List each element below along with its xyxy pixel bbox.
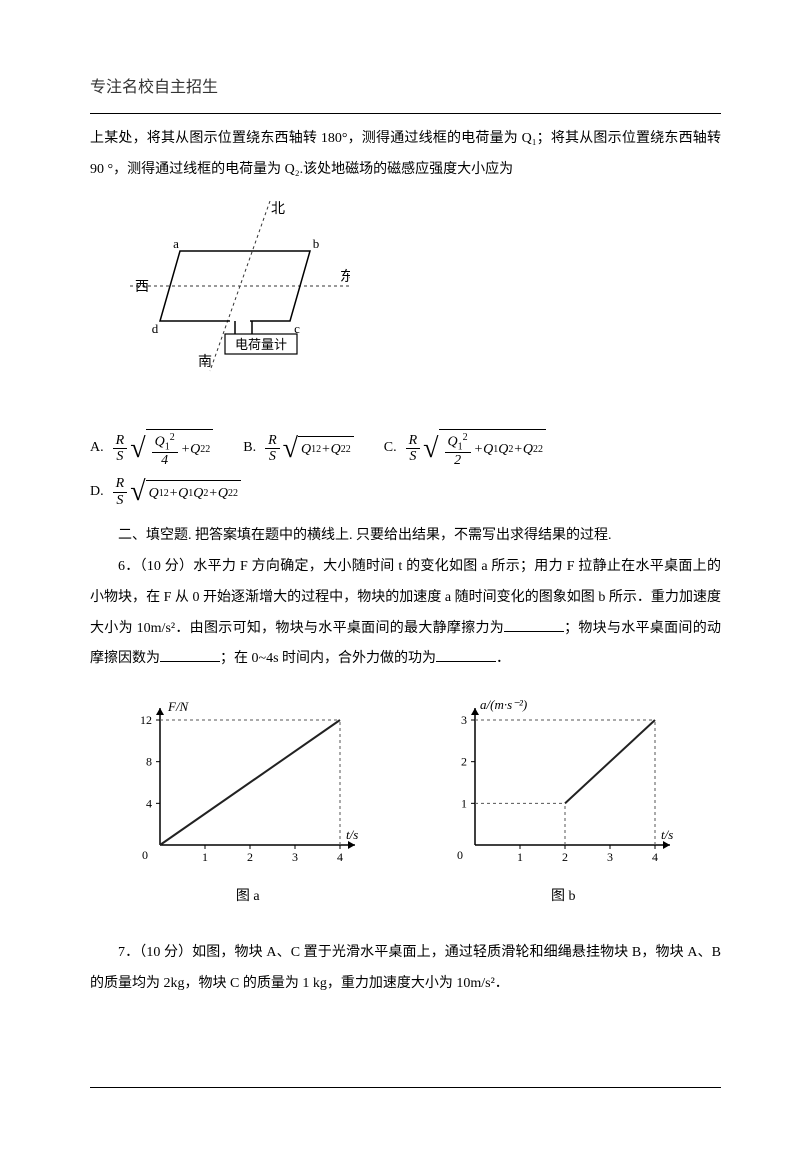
option-d: D. RS √ Q12 + Q1Q2 + Q22	[90, 476, 241, 508]
option-c-formula: RS √ Q122 + Q1Q2 + Q22	[403, 429, 546, 469]
svg-text:3: 3	[292, 850, 298, 864]
svg-text:2: 2	[562, 850, 568, 864]
intro-paragraph: 上某处，将其从图示位置绕东西轴转 180°，测得通过线框的电荷量为 Q₁；将其从…	[90, 124, 721, 186]
option-d-label: D.	[90, 481, 104, 503]
option-a: A. RS √ Q124 + Q22	[90, 429, 213, 469]
chart-a-label: 图 a	[118, 882, 378, 913]
chart-b-label: 图 b	[433, 882, 693, 913]
svg-text:2: 2	[461, 755, 467, 769]
bottom-divider	[90, 1087, 721, 1088]
option-c: C. RS √ Q122 + Q1Q2 + Q22	[384, 429, 546, 469]
svg-text:3: 3	[607, 850, 613, 864]
page-title: 专注名校自主招生	[90, 70, 721, 105]
option-a-formula: RS √ Q124 + Q22	[110, 429, 214, 469]
option-d-formula: RS √ Q12 + Q1Q2 + Q22	[110, 476, 241, 508]
svg-text:3: 3	[461, 713, 467, 727]
charts-row: 123448120F/Nt/s 图 a 12341230a/(m·s⁻²)t/s…	[90, 695, 721, 913]
blank-3	[436, 648, 496, 662]
answer-options: A. RS √ Q124 + Q22 B. RS √ Q12 + Q22 C. …	[90, 429, 721, 517]
option-c-label: C.	[384, 437, 397, 459]
question-7: 7．（10 分）如图，物块 A、C 置于光滑水平桌面上，通过轻质滑轮和细绳悬挂物…	[90, 938, 721, 1000]
question-6: 6．（10 分）水平力 F 方向确定，大小随时间 t 的变化如图 a 所示；用力…	[90, 552, 721, 675]
svg-text:0: 0	[457, 848, 463, 862]
svg-text:1: 1	[202, 850, 208, 864]
option-b: B. RS √ Q12 + Q22	[243, 433, 353, 465]
svg-text:2: 2	[247, 850, 253, 864]
q6-part4: ．	[496, 651, 510, 666]
svg-text:北: 北	[271, 201, 285, 217]
blank-1	[504, 618, 564, 632]
svg-text:a: a	[173, 236, 179, 251]
option-b-formula: RS √ Q12 + Q22	[262, 433, 354, 465]
svg-text:南: 南	[198, 354, 212, 370]
svg-text:东: 东	[340, 269, 350, 285]
option-b-label: B.	[243, 437, 256, 459]
top-divider	[90, 113, 721, 114]
svg-text:0: 0	[142, 848, 148, 862]
svg-text:t/s: t/s	[661, 827, 673, 842]
loop-diagram: 电荷量计 北 东 西 南 a b c d	[130, 201, 350, 394]
svg-text:1: 1	[461, 797, 467, 811]
svg-text:西: 西	[135, 280, 149, 295]
option-a-label: A.	[90, 437, 104, 459]
svg-text:d: d	[152, 321, 159, 336]
chart-b: 1 2 3 4 1 2 3 0 a/(m·s⁻²) t/s 图 b	[433, 695, 693, 913]
svg-text:c: c	[294, 321, 300, 336]
svg-text:1: 1	[517, 850, 523, 864]
svg-text:8: 8	[146, 755, 152, 769]
section-2-heading: 二、填空题. 把答案填在题中的横线上. 只要给出结果，不需写出求得结果的过程.	[90, 521, 721, 552]
svg-text:电荷量计: 电荷量计	[235, 337, 287, 352]
svg-text:4: 4	[652, 850, 658, 864]
svg-text:12: 12	[140, 713, 152, 727]
q6-part3: ；在 0~4s 时间内，合外力做的功为	[220, 651, 436, 666]
blank-2	[160, 648, 220, 662]
svg-text:b: b	[313, 236, 320, 251]
chart-a: 123448120F/Nt/s 图 a	[118, 695, 378, 913]
svg-text:a/(m·s⁻²): a/(m·s⁻²)	[480, 697, 527, 712]
svg-text:t/s: t/s	[346, 827, 358, 842]
svg-text:F/N: F/N	[167, 699, 190, 714]
svg-text:4: 4	[337, 850, 343, 864]
svg-text:4: 4	[146, 797, 152, 811]
